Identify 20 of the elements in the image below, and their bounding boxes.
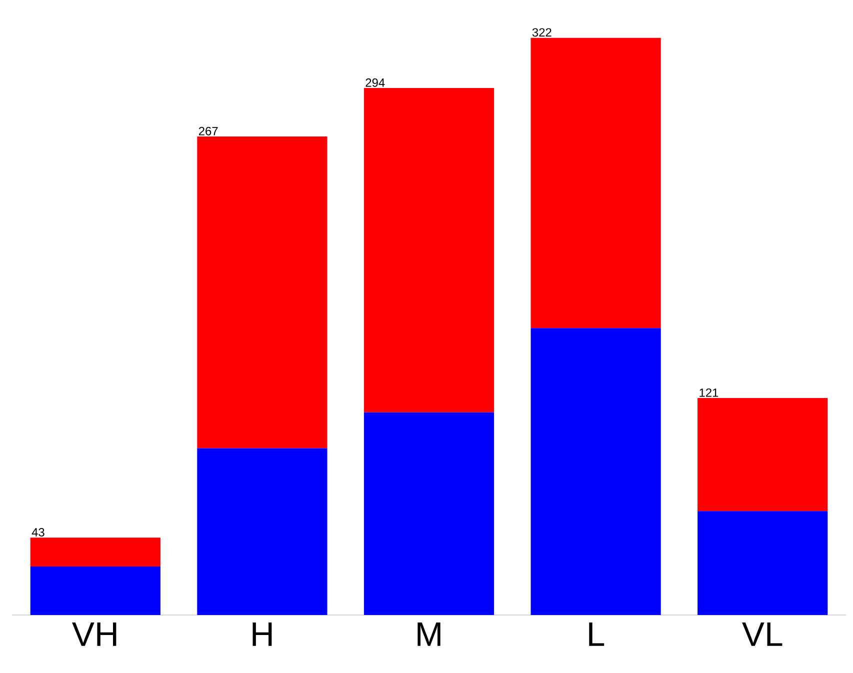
text: 322 (532, 28, 552, 37)
bar (30, 566, 160, 615)
annotation: 294 (366, 78, 385, 87)
bar (698, 511, 828, 615)
bar (197, 448, 328, 615)
bar (698, 398, 828, 512)
x-tick-label: H (252, 622, 272, 646)
bar (30, 538, 160, 567)
annotation: 43 (32, 528, 44, 536)
x-tick-label: VH (72, 622, 116, 646)
bar (197, 136, 328, 448)
bar (364, 88, 494, 412)
x-tick-label: L (589, 622, 604, 646)
bar (530, 328, 661, 615)
x-tick-label: VL (742, 622, 782, 646)
bar (530, 38, 661, 328)
annotation: 267 (198, 126, 218, 136)
bar (364, 412, 494, 615)
annotation: 121 (700, 388, 718, 397)
x-tick-label: M (418, 622, 440, 646)
